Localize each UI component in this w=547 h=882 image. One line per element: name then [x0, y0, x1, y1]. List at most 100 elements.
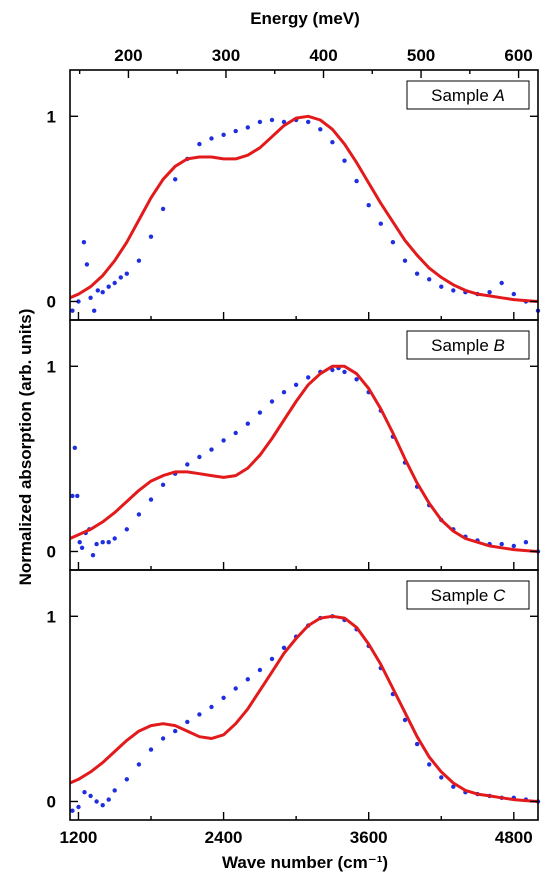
- data-point: [233, 430, 238, 436]
- data-point: [106, 797, 111, 802]
- data-point: [269, 117, 275, 123]
- data-point: [233, 128, 238, 134]
- data-point: [88, 295, 93, 300]
- legend-label-sample-letter: A: [493, 86, 505, 105]
- x-axis-title: Wave number (cm⁻¹): [222, 853, 388, 872]
- data-point: [511, 291, 516, 297]
- data-point: [257, 410, 263, 415]
- y-axis-tick-label: 0: [47, 292, 56, 311]
- data-point: [197, 454, 202, 460]
- data-point: [136, 258, 142, 263]
- data-point: [79, 545, 85, 550]
- fit-curve: [69, 114, 539, 303]
- data-point: [245, 421, 250, 426]
- data-point: [427, 762, 432, 767]
- data-point: [342, 158, 347, 163]
- data-point: [378, 221, 383, 226]
- top-axis-tick-label: 400: [309, 46, 337, 65]
- legend-label-sample-letter: C: [493, 586, 506, 605]
- data-point: [100, 803, 105, 808]
- data-point: [185, 462, 190, 467]
- data-point: [269, 399, 275, 404]
- x-axis-tick-label: 1200: [60, 828, 98, 847]
- data-point: [76, 804, 81, 810]
- data-point: [112, 536, 117, 541]
- data-point: [197, 141, 202, 147]
- panel-frame: [69, 569, 539, 821]
- data-point: [366, 203, 371, 208]
- data-point: [94, 541, 99, 547]
- data-point: [148, 747, 154, 752]
- data-point: [318, 127, 323, 132]
- legend-label: Sample A: [431, 86, 505, 105]
- x-axis-tick-label: 3600: [350, 828, 388, 847]
- panel-b: 0 1 Sample B: [47, 319, 541, 571]
- data-point: [221, 438, 226, 443]
- y-axis-tick-label: 0: [47, 792, 56, 811]
- data-point: [342, 369, 347, 375]
- data-point: [209, 447, 214, 452]
- data-point: [124, 271, 129, 276]
- data-point: [82, 790, 87, 795]
- data-point: [160, 206, 166, 212]
- data-point: [148, 234, 154, 239]
- top-axis-tick-label: 300: [212, 46, 240, 65]
- data-point: [100, 290, 105, 295]
- data-point: [499, 280, 504, 286]
- data-point: [124, 527, 129, 532]
- data-point: [90, 553, 96, 558]
- x-axis-tick-label: 2400: [205, 828, 243, 847]
- top-axis-title: Energy (meV): [250, 9, 360, 28]
- data-point: [148, 497, 154, 502]
- data-point: [354, 178, 359, 184]
- data-point: [88, 793, 93, 799]
- legend-label-sample-letter: B: [494, 336, 505, 355]
- data-point: [281, 645, 287, 650]
- data-point: [106, 284, 111, 289]
- fit-curve: [69, 364, 539, 553]
- data-point: [77, 540, 82, 545]
- data-point: [330, 140, 335, 145]
- data-point: [439, 284, 444, 289]
- legend-label: Sample B: [431, 336, 505, 355]
- panel-a: 0 1 Sample A: [47, 69, 541, 321]
- panel-c: 0 1 Sample C: [47, 569, 541, 821]
- data-point: [118, 275, 124, 280]
- legend-box: [406, 330, 530, 360]
- data-point: [233, 686, 238, 691]
- data-point: [106, 540, 111, 545]
- data-point: [92, 308, 97, 313]
- y-axis-tick-label: 1: [47, 357, 56, 376]
- legend-label: Sample C: [431, 586, 506, 605]
- data-point: [185, 719, 190, 725]
- data-point: [160, 736, 166, 741]
- data-point: [439, 775, 444, 780]
- data-point: [112, 788, 117, 793]
- data-point: [281, 119, 287, 125]
- data-point: [523, 540, 529, 545]
- data-point: [95, 288, 101, 293]
- data-point: [173, 177, 178, 182]
- data-point: [70, 493, 75, 499]
- y-axis-tick-label: 1: [47, 607, 56, 626]
- data-point: [136, 512, 142, 517]
- top-axis-tick-label: 200: [114, 46, 142, 65]
- top-axis-tick-label: 600: [504, 46, 532, 65]
- data-point: [209, 136, 214, 141]
- data-point: [209, 704, 214, 710]
- legend-box: [406, 580, 530, 610]
- data-point: [269, 656, 275, 662]
- y-axis-tick-label: 0: [47, 542, 56, 561]
- x-axis-tick-label: 4800: [495, 828, 533, 847]
- data-point: [173, 728, 178, 734]
- data-point: [197, 712, 202, 717]
- data-point: [136, 762, 142, 767]
- data-point: [72, 445, 78, 450]
- data-point: [354, 377, 359, 382]
- data-point: [245, 677, 250, 682]
- fit-curve: [69, 614, 539, 803]
- data-point: [414, 271, 420, 276]
- data-point: [487, 290, 492, 295]
- y-axis-title: Normalized absorption (arb. units): [16, 309, 35, 586]
